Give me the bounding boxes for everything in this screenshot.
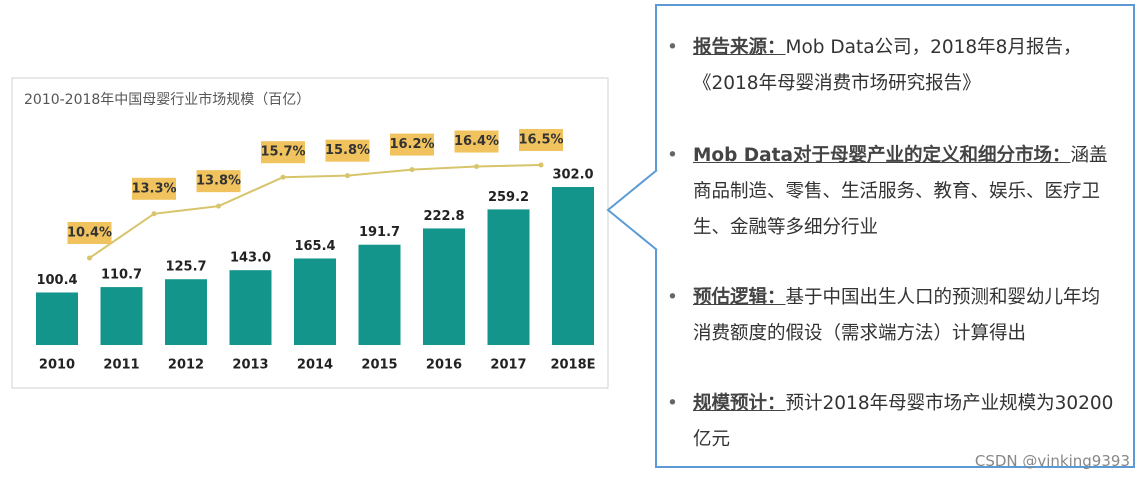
growth-label-box [519, 129, 563, 151]
bar [487, 209, 530, 345]
note-text: Mob Data公司，2018年8月报告，《2018年母婴消费市场研究报告》 [693, 37, 1082, 94]
x-tick-label: 2016 [426, 358, 462, 373]
bar [229, 270, 272, 345]
note: • Mob Data对于母婴产业的定义和细分市场：涵盖商品制造、零售、生活服务、教… [667, 138, 1118, 246]
bar-label: 222.8 [423, 209, 464, 224]
growth-label: 15.8% [325, 143, 370, 158]
bar [36, 292, 78, 345]
x-tick-label: 2015 [361, 358, 397, 373]
bullet: • [667, 145, 678, 166]
bar-label: 125.7 [165, 260, 206, 275]
growth-label-box [196, 170, 241, 193]
bar-label: 100.4 [36, 273, 77, 288]
x-tick-label: 2018E [550, 358, 595, 373]
bullet: • [667, 287, 678, 308]
note-text: 预计2018年母婴市场产业规模为30200亿元 [693, 393, 1114, 450]
bar [423, 228, 465, 345]
x-tick-label: 2011 [103, 358, 139, 373]
growth-point [87, 255, 92, 261]
growth-point [474, 164, 479, 170]
growth-label: 13.3% [131, 181, 176, 196]
growth-label-box [454, 130, 499, 153]
note-label: 规模预计： [693, 393, 786, 414]
bar [358, 244, 401, 345]
growth-label: 16.5% [518, 133, 563, 148]
note: • 预估逻辑：基于中国出生人口的预测和婴幼儿年均消费额度的假设（需求端方法）计算得… [667, 280, 1118, 352]
growth-point [345, 173, 350, 179]
bullet: • [667, 37, 678, 58]
growth-label-box [390, 133, 434, 156]
x-tick-label: 2010 [39, 358, 75, 373]
growth-label: 10.4% [67, 226, 112, 241]
growth-label-box [67, 222, 112, 244]
bar-label: 143.0 [230, 251, 271, 266]
growth-point [538, 162, 544, 168]
bar-label: 259.2 [488, 190, 529, 205]
x-tick-label: 2013 [232, 358, 268, 373]
notes-box: • 报告来源：Mob Data公司，2018年8月报告，《2018年母婴消费市场研… [655, 4, 1135, 468]
growth-label-box [325, 139, 370, 162]
growth-label: 13.8% [196, 174, 241, 189]
note-text: 基于中国出生人口的预测和婴幼儿年均消费额度的假设（需求端方法）计算得出 [693, 287, 1101, 344]
bar-label: 302.0 [552, 168, 593, 183]
bar-label: 110.7 [101, 268, 142, 283]
pointer-edge [606, 169, 658, 251]
growth-point [280, 174, 286, 180]
note: • 规模预计：预计2018年母婴市场产业规模为30200亿元 [667, 386, 1118, 458]
note-label: 预估逻辑： [693, 287, 786, 308]
note-label: 报告来源： [693, 37, 786, 58]
note: • 报告来源：Mob Data公司，2018年8月报告，《2018年母婴消费市场研… [667, 30, 1118, 102]
growth-label-box [261, 141, 305, 164]
x-tick-label: 2012 [168, 358, 204, 373]
bar [294, 258, 336, 345]
growth-point [409, 167, 415, 173]
note-text: 涵盖商品制造、零售、生活服务、教育、娱乐、医疗卫生、金融等多细分行业 [693, 145, 1108, 238]
pointer-fill [608, 170, 657, 250]
growth-point [216, 203, 221, 209]
x-tick-label: 2017 [490, 358, 526, 373]
growth-line [88, 164, 542, 259]
bar [100, 287, 143, 345]
x-tick-label: 2014 [297, 358, 333, 373]
bar-label: 165.4 [294, 239, 335, 254]
note-label: Mob Data对于母婴产业的定义和细分市场： [693, 145, 1071, 166]
watermark: CSDN @vinking9393 [974, 452, 1130, 470]
bar [165, 279, 207, 345]
chart-title: 2010-2018年中国母婴行业市场规模（百亿） [24, 91, 310, 108]
bar [552, 187, 594, 345]
growth-label-box [132, 177, 176, 200]
bullet: • [667, 393, 678, 414]
growth-label: 15.7% [260, 145, 305, 160]
growth-label: 16.2% [389, 137, 434, 152]
bar-label: 191.7 [359, 225, 400, 240]
growth-point [151, 211, 157, 217]
growth-label: 16.4% [454, 134, 499, 149]
pointer [606, 169, 658, 251]
